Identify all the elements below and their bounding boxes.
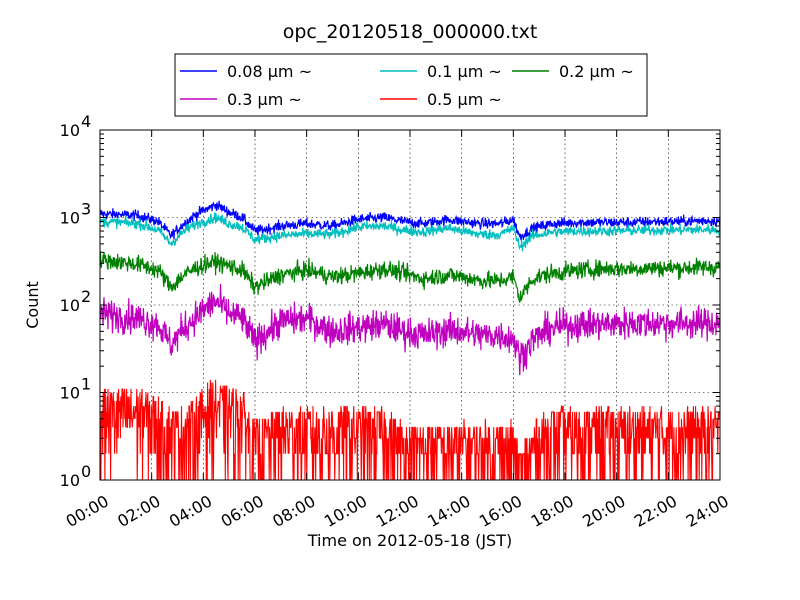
series-line <box>99 283 721 376</box>
y-tick-label: 10 <box>60 296 80 315</box>
series-line <box>99 200 721 241</box>
x-tick-label: 00:00 <box>63 491 112 531</box>
series-line <box>99 379 720 481</box>
x-tick-label: 22:00 <box>631 491 680 531</box>
series-line <box>99 212 721 252</box>
series-line <box>99 250 721 303</box>
x-tick-label: 10:00 <box>321 491 370 531</box>
legend-label: 0.3 μm ~ <box>227 90 302 109</box>
legend-label: 0.2 μm ~ <box>559 62 634 81</box>
chart-title: opc_20120518_000000.txt <box>283 21 538 43</box>
legend-label: 0.08 μm ~ <box>227 62 312 81</box>
x-axis-label: Time on 2012-05-18 (JST) <box>307 531 512 550</box>
x-tick-label: 14:00 <box>424 491 473 531</box>
legend-frame <box>174 53 648 117</box>
y-tick-exponent: 3 <box>81 200 91 219</box>
legend-label: 0.5 μm ~ <box>427 90 502 109</box>
y-tick-exponent: 4 <box>81 112 91 131</box>
x-tick-label: 04:00 <box>166 491 215 531</box>
y-axis-label: Count <box>23 281 42 329</box>
x-tick-label: 16:00 <box>476 491 525 531</box>
x-tick-label: 24:00 <box>683 491 732 531</box>
y-tick-label: 10 <box>60 384 80 403</box>
y-tick-label: 10 <box>60 471 80 490</box>
legend-label: 0.1 μm ~ <box>427 62 502 81</box>
x-tick-label: 18:00 <box>528 491 577 531</box>
x-tick-label: 20:00 <box>579 491 628 531</box>
y-tick-label: 10 <box>60 121 80 140</box>
series-layer <box>99 200 721 481</box>
y-tick-exponent: 2 <box>81 287 91 306</box>
y-tick-label: 10 <box>60 209 80 228</box>
y-tick-exponent: 1 <box>81 375 91 394</box>
legend: 0.08 μm ~ 0.1 μm ~ 0.2 μm ~ 0.3 μm ~ 0.5 μm … <box>174 53 648 117</box>
x-tick-label: 02:00 <box>114 491 163 531</box>
x-tick-label: 12:00 <box>373 491 422 531</box>
x-tick-label: 08:00 <box>269 491 318 531</box>
y-tick-exponent: 0 <box>81 462 91 481</box>
x-tick-label: 06:00 <box>218 491 267 531</box>
